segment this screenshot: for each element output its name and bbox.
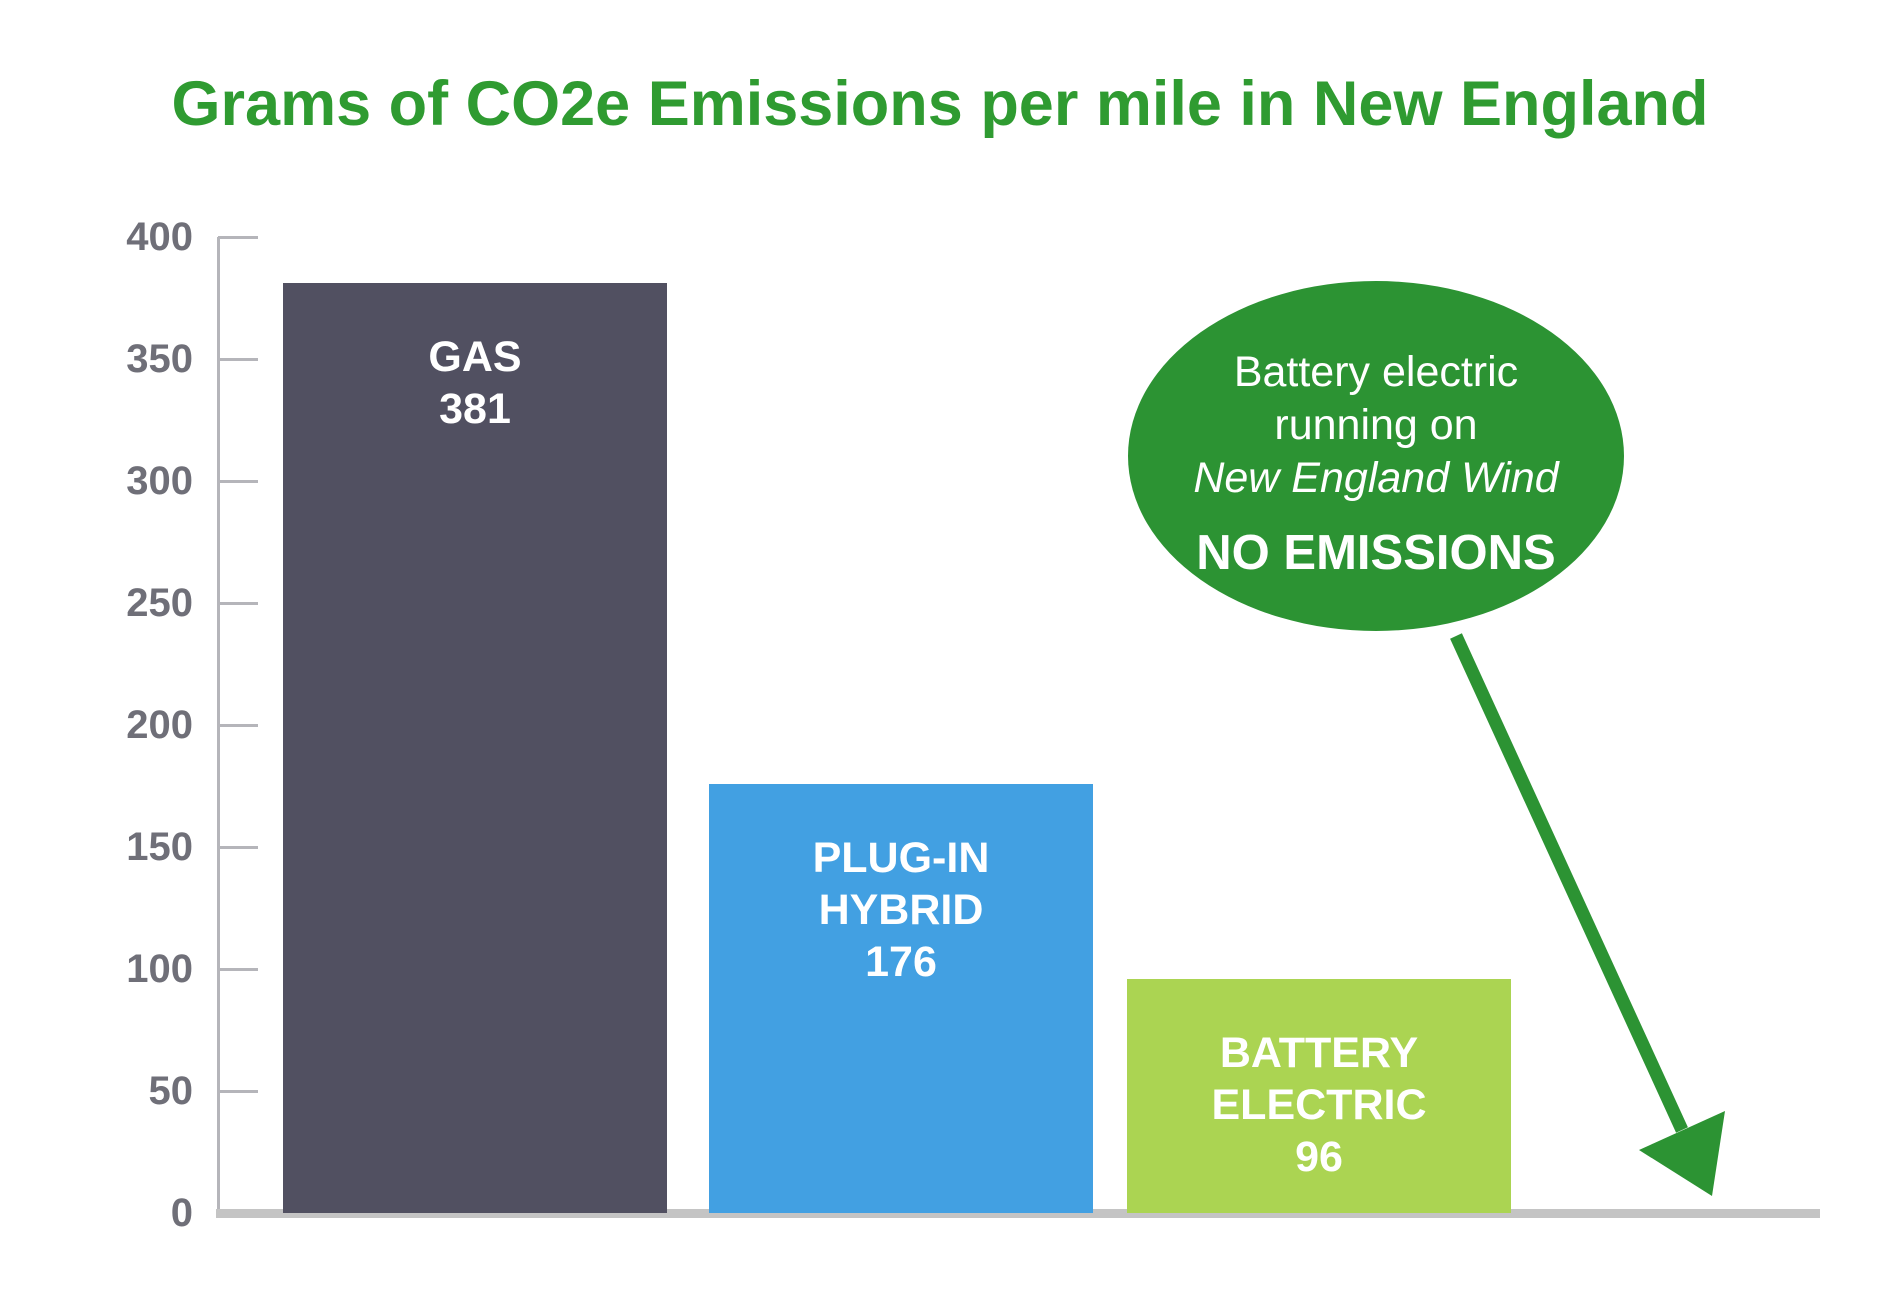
y-tick-label-200: 200	[126, 703, 193, 747]
bar-label-line-3: 176	[865, 937, 937, 986]
y-tick-label-250: 250	[126, 581, 193, 625]
y-tick-mark-150	[218, 846, 258, 849]
bar-plug-in-hybrid: PLUG-IN HYBRID 176	[709, 783, 1093, 1213]
bar-label-line-2: 381	[439, 385, 511, 434]
arrow-shaft	[1450, 633, 1688, 1133]
bar-label-line-1: PLUG-IN	[812, 833, 990, 882]
y-tick-mark-100	[218, 968, 258, 971]
bar-label-line-2: ELECTRIC	[1211, 1080, 1427, 1129]
annotation-bubble: Battery electric running on New England …	[1128, 281, 1624, 631]
bubble-text-line-4: NO EMISSIONS	[1196, 526, 1556, 580]
bar-label-line-1: BATTERY	[1219, 1028, 1419, 1077]
y-tick-label-350: 350	[126, 337, 193, 381]
y-tick-label-50: 50	[148, 1069, 194, 1113]
y-tick-mark-50	[218, 1090, 258, 1093]
bar-label-line-1: GAS	[428, 333, 522, 382]
arrow-head	[1639, 1111, 1725, 1196]
bar-battery-electric: BATTERY ELECTRIC 96	[1127, 978, 1511, 1213]
y-tick-label-0: 0	[170, 1191, 193, 1235]
x-axis-baseline	[216, 1209, 1820, 1218]
y-tick-mark-400	[218, 236, 258, 239]
bar-gas: GAS 381	[283, 283, 667, 1213]
bubble-text-line-1: Battery electric	[1233, 348, 1519, 396]
bubble-text-line-3: New England Wind	[1193, 454, 1559, 502]
y-tick-label-300: 300	[126, 459, 193, 503]
y-tick-mark-200	[218, 724, 258, 727]
y-tick-label-100: 100	[126, 947, 193, 991]
bar-label-line-2: HYBRID	[818, 885, 984, 934]
y-tick-mark-300	[218, 480, 258, 483]
y-tick-mark-250	[218, 602, 258, 605]
y-tick-label-150: 150	[126, 825, 193, 869]
chart-title: Grams of CO2e Emissions per mile in New …	[171, 69, 1709, 139]
y-tick-label-400: 400	[126, 215, 193, 259]
bar-label-line-3: 96	[1295, 1132, 1343, 1181]
bubble-text-line-2: running on	[1274, 401, 1478, 449]
y-tick-mark-350	[218, 358, 258, 361]
